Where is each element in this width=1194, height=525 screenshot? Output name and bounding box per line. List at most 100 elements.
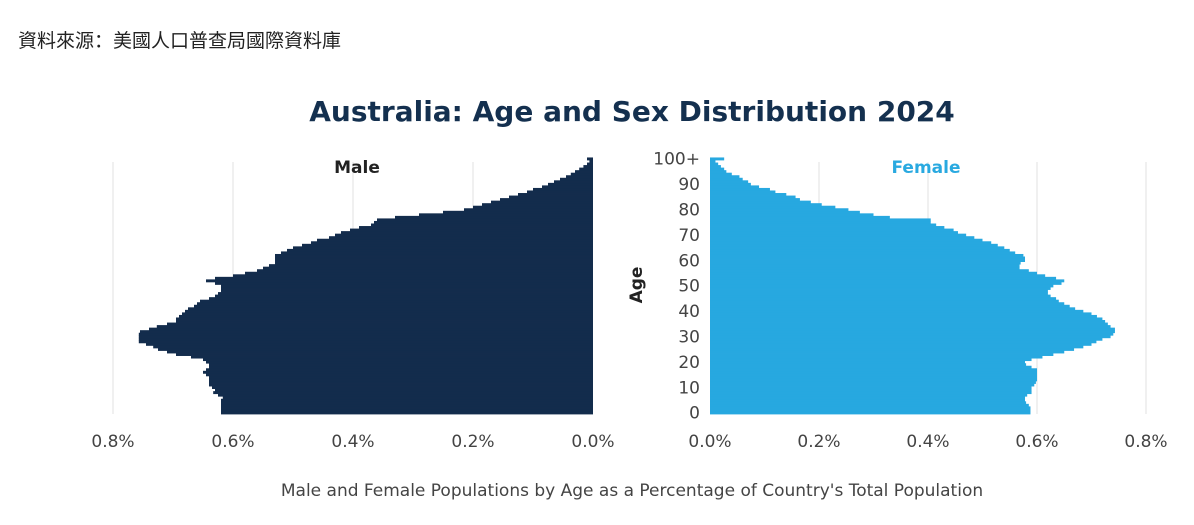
bar-male: [167, 350, 593, 354]
bar-female: [710, 332, 1114, 336]
bar-male: [188, 307, 593, 311]
bar-female: [710, 347, 1075, 351]
bar-male: [533, 187, 593, 191]
bar-female: [710, 335, 1111, 339]
bar-male: [245, 271, 593, 275]
bar-male: [209, 383, 593, 387]
bar-female: [710, 236, 975, 240]
bar-male: [341, 231, 593, 235]
bar-female: [710, 297, 1057, 301]
bar-male: [269, 264, 593, 268]
bar-female: [710, 327, 1115, 331]
bar-female: [710, 309, 1084, 313]
bar-female: [710, 393, 1028, 397]
bar-male: [233, 274, 593, 278]
y-axis-label: Age: [627, 267, 647, 304]
bar-female: [710, 342, 1092, 346]
bar-male: [302, 243, 593, 247]
bar-female: [710, 302, 1065, 306]
bar-female: [710, 388, 1032, 392]
bar-female: [710, 403, 1029, 407]
bar-female: [710, 289, 1048, 293]
bar-male: [263, 266, 593, 270]
bar-female: [710, 160, 716, 163]
bar-male: [575, 170, 593, 174]
bar-female: [710, 243, 998, 247]
bar-male: [203, 358, 593, 362]
bar-female: [710, 304, 1070, 308]
bar-male: [212, 386, 593, 389]
bar-female: [710, 340, 1097, 344]
bar-male: [206, 368, 593, 372]
bar-female: [710, 185, 760, 189]
bar-female: [710, 312, 1092, 316]
bar-female: [710, 322, 1108, 326]
bar-male: [583, 165, 593, 169]
bar-female: [710, 398, 1026, 402]
chart-title: Australia: Age and Sex Distribution 2024: [309, 95, 955, 128]
bar-male: [146, 342, 593, 346]
bar-male: [509, 195, 593, 199]
bar-female: [710, 198, 800, 202]
bar-female: [710, 187, 770, 191]
bar-female: [710, 170, 727, 174]
y-tick-label: 80: [678, 201, 700, 221]
bar-male: [213, 391, 593, 395]
bar-female: [710, 373, 1037, 377]
bar-male: [149, 327, 593, 331]
bar-female: [710, 337, 1103, 341]
bar-female: [710, 287, 1051, 290]
bar-male: [138, 332, 594, 336]
x-tick-label-female: 0.6%: [1015, 432, 1058, 452]
bar-male: [221, 284, 593, 288]
bar-male: [158, 347, 593, 351]
bar-male: [395, 215, 593, 219]
bar-male: [311, 241, 593, 245]
legend-female: Female: [892, 158, 961, 178]
bar-male: [221, 401, 593, 405]
source-note: 資料來源：美國人口普查局國際資料庫: [18, 30, 342, 52]
bar-male: [589, 160, 593, 163]
bar-female: [710, 261, 1021, 265]
bar-male: [221, 406, 593, 410]
bar-male: [209, 375, 593, 379]
bar-female: [710, 238, 983, 242]
bar-male: [215, 388, 593, 392]
bar-male: [482, 203, 593, 207]
y-tick-label: 10: [678, 378, 700, 398]
bar-female: [710, 213, 874, 217]
bar-male: [275, 256, 593, 260]
bar-male: [560, 177, 593, 181]
bar-male: [566, 175, 593, 179]
bar-female: [710, 317, 1103, 321]
bar-female: [710, 167, 725, 171]
y-tick-label: 100+: [653, 150, 700, 170]
bar-female: [710, 378, 1037, 382]
bar-female: [710, 355, 1043, 359]
bar-male: [185, 309, 593, 313]
bar-male: [570, 172, 593, 176]
bar-female: [710, 370, 1037, 374]
bar-female: [710, 246, 1005, 250]
bar-female: [710, 175, 740, 179]
bar-male: [176, 320, 593, 323]
bar-male: [215, 294, 593, 298]
bar-female: [710, 190, 776, 194]
bar-female: [710, 401, 1027, 405]
legend-male: Male: [334, 158, 380, 178]
bar-male: [275, 259, 593, 262]
x-axis-caption: Male and Female Populations by Age as a …: [281, 481, 983, 501]
x-tick-label-male: 0.8%: [91, 432, 134, 452]
bar-male: [443, 210, 593, 214]
bar-male: [275, 253, 593, 257]
bar-male: [221, 287, 593, 290]
y-tick-label: 90: [678, 175, 700, 195]
bar-female: [710, 226, 945, 229]
bar-female: [710, 228, 954, 232]
bar-female: [710, 269, 1029, 273]
bar-male: [218, 393, 593, 397]
bar-female: [710, 406, 1031, 410]
bar-male: [197, 302, 593, 306]
bar-male: [215, 281, 593, 285]
y-tick-label: 50: [678, 277, 700, 297]
